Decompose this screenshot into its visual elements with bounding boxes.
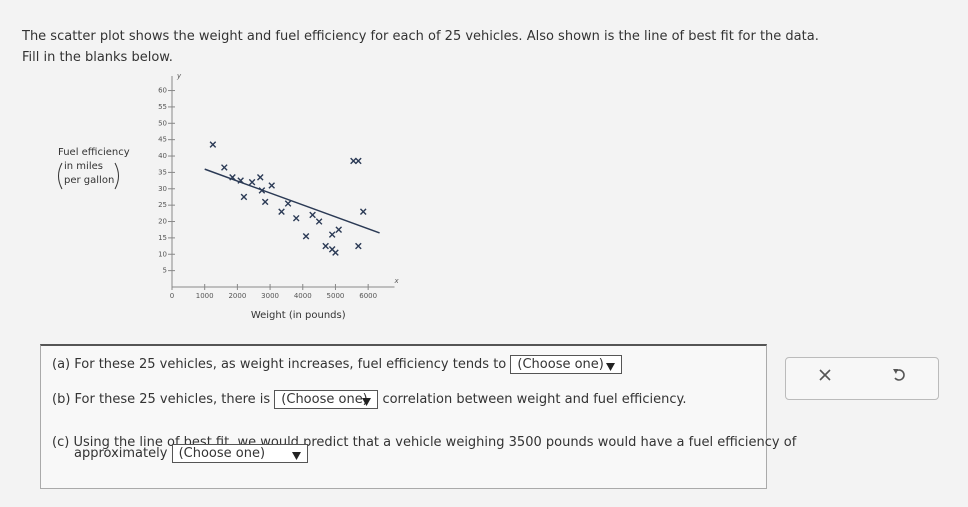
y-tick-label: 55	[158, 103, 167, 111]
question-c-line2: approximately (Choose one)	[74, 444, 308, 463]
point	[350, 157, 357, 165]
point	[309, 211, 316, 219]
undo-button[interactable]	[891, 367, 907, 383]
point	[261, 198, 269, 206]
point	[335, 226, 343, 233]
x-tick-label: 1000	[196, 292, 214, 300]
point	[229, 174, 236, 181]
y-tick-label: 10	[158, 250, 167, 258]
x-tick-label: 6000	[359, 292, 377, 300]
dropdown-text: (Choose one)	[517, 357, 604, 372]
point	[237, 177, 244, 184]
y-tick-label: 35	[158, 168, 167, 176]
dropdown[interactable]: (Choose one)	[171, 444, 308, 463]
question-text: For these 25 vehicles, as weight increas…	[74, 357, 507, 372]
point	[322, 242, 329, 250]
point	[248, 178, 256, 186]
question-label: (a)	[52, 357, 71, 372]
dropdown[interactable]: (Choose one)	[510, 355, 623, 374]
fit-line	[204, 168, 380, 234]
y-tick-label: 30	[158, 185, 167, 193]
dropdown-arrow	[362, 398, 372, 406]
point	[256, 174, 264, 181]
x-tick-label: 0	[170, 292, 174, 300]
action-panel	[785, 357, 939, 400]
question-text: For these 25 vehicles, there is	[74, 392, 271, 407]
x-tick-label: 2000	[228, 292, 246, 300]
y-tick-label: 15	[158, 234, 167, 242]
y-axis-letter: y	[176, 72, 182, 80]
y-tick-label: 50	[158, 119, 167, 127]
question-b: (b) For these 25 vehicles, there is (Cho…	[52, 390, 686, 409]
point	[292, 214, 300, 222]
y-tick-label: 60	[158, 87, 167, 95]
y-tick-label: 45	[158, 136, 167, 144]
y-tick-label: 40	[158, 152, 167, 160]
question-panel	[40, 344, 767, 489]
dropdown-text: (Choose one)	[281, 392, 368, 407]
clear-button[interactable]	[818, 368, 832, 382]
instruction: Fill in the blanks below.	[22, 50, 173, 65]
dropdown-arrow	[291, 452, 301, 460]
point	[328, 231, 336, 238]
prompt-text: The scatter plot shows the weight and fu…	[22, 29, 819, 44]
x-axis-label: Weight (in pounds)	[251, 310, 346, 321]
point	[355, 242, 362, 250]
point	[278, 208, 285, 215]
x-tick-label: 3000	[261, 292, 279, 300]
dropdown-text: (Choose one)	[178, 446, 266, 461]
dropdown[interactable]: (Choose one)	[274, 390, 379, 409]
scatter-chart: x y 0 1000 2000 3000 4000 5000 6000 5 10 15 20 25 30 35…	[58, 72, 400, 321]
question-label: (c)	[52, 435, 70, 450]
y-axis-label: in miles	[64, 161, 103, 172]
x-tick-label: 5000	[327, 292, 345, 300]
question-text: approximately	[74, 446, 168, 461]
point	[332, 249, 339, 256]
point	[355, 157, 362, 165]
dropdown-arrow	[606, 363, 616, 371]
question-text: correlation between weight and fuel effi…	[382, 392, 687, 407]
question-label: (b)	[52, 392, 71, 407]
point	[302, 232, 310, 240]
point	[284, 200, 292, 207]
paren	[114, 162, 119, 190]
point	[209, 141, 217, 148]
paren	[58, 162, 63, 190]
point	[268, 182, 276, 189]
y-tick-label: 5	[163, 267, 167, 275]
y-tick-label: 25	[158, 201, 167, 209]
x-tick-label: 4000	[294, 292, 312, 300]
point	[315, 218, 323, 225]
y-tick-label: 20	[158, 218, 167, 226]
point	[240, 193, 248, 201]
point	[258, 187, 266, 194]
point	[221, 164, 228, 171]
y-axis-label: per gallon	[64, 175, 114, 186]
y-axis-label: Fuel efficiency	[58, 147, 130, 158]
x-axis-letter: x	[394, 277, 400, 285]
question-a: (a) For these 25 vehicles, as weight inc…	[52, 355, 623, 374]
point	[359, 208, 367, 215]
